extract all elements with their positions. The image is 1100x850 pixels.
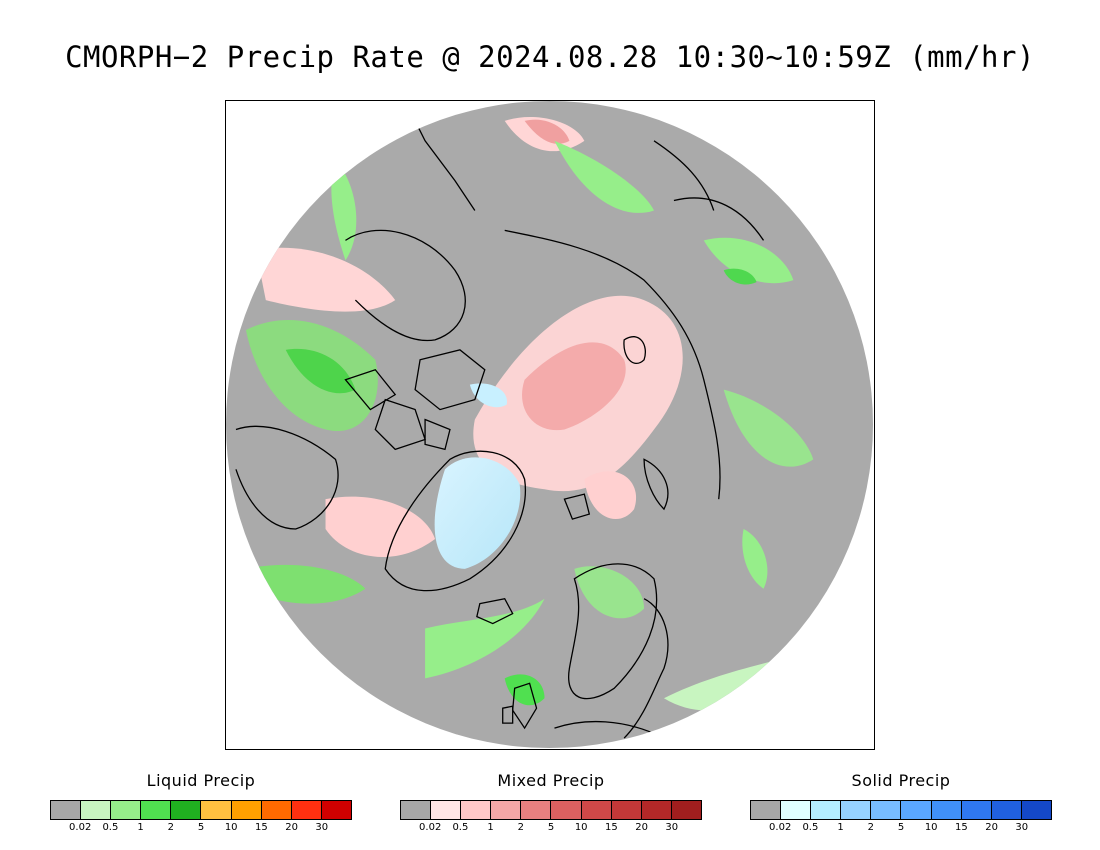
legend-swatch [51,801,82,819]
legend-tick-label: 15 [955,822,968,833]
legend-swatch [641,801,672,819]
legend-swatch [201,801,232,819]
legend-swatch [991,801,1022,819]
legend-swatch [551,801,582,819]
precip-layer [245,117,814,711]
legend-title: Liquid Precip [146,771,256,790]
legend-tick-label: 20 [285,822,298,833]
scandinavia-coast [568,563,658,700]
legend-swatch [811,801,842,819]
legend-tick-labels: 0.02 0.5 1 2 5 10 15 20 30 [50,820,352,834]
legend-tick-label: 5 [197,822,205,833]
legend-tick-label: 20 [635,822,648,833]
legend-liquid-precip: Liquid Precip 0.02 0.5 1 2 5 10 15 20 30 [50,770,352,834]
iceland-coast [476,597,514,625]
legend-tick-label: 15 [605,822,618,833]
legend-tick-label: 0.5 [802,822,819,833]
legend-tick-label: 30 [1015,822,1029,833]
legend-tick-label: 0.02 [769,822,792,833]
siberia-coast [504,229,721,500]
legend-swatch [231,801,262,819]
legend-swatch [321,801,351,819]
legend-tick-label: 0.02 [419,822,442,833]
chart-title: CMORPH−2 Precip Rate @ 2024.08.28 10:30∼… [65,40,1035,74]
legend-tick-label: 5 [897,822,905,833]
legend-swatch [751,801,782,819]
legend-swatch [671,801,701,819]
legend-swatch [81,801,112,819]
legend-swatch [961,801,992,819]
legend-title: Solid Precip [851,771,951,790]
legend-tick-label: 30 [315,822,329,833]
legend-tick-label: 1 [487,822,494,833]
legend-swatch [901,801,932,819]
legend-tick-label: 5 [547,822,555,833]
legend-swatch [171,801,202,819]
legend-tick-label: 30 [665,822,679,833]
legend-swatch [581,801,612,819]
legend-title: Mixed Precip [497,771,605,790]
legend-solid-precip: Solid Precip 0.02 0.5 1 2 5 10 15 20 30 [750,770,1052,834]
legend-tick-label: 2 [867,822,874,833]
legend-swatch [871,801,902,819]
polar-map [226,101,873,748]
legend-color-bar [50,800,352,820]
legend-color-bar [400,800,702,820]
legend-swatch [461,801,492,819]
legend-color-bar [750,800,1052,820]
legend-swatch [141,801,172,819]
legend-swatch [291,801,322,819]
legend-swatch [431,801,462,819]
legend-swatch [491,801,522,819]
legend-swatch [841,801,872,819]
legend-tick-label: 1 [137,822,144,833]
map-frame [225,100,875,750]
legend-swatch [261,801,292,819]
legend-tick-label: 1 [837,822,844,833]
legend-tick-label: 0.5 [102,822,119,833]
legend-tick-label: 20 [985,822,998,833]
legend-tick-label: 0.5 [452,822,469,833]
legend-tick-label: 10 [574,822,588,833]
legend-tick-label: 2 [517,822,524,833]
legend-swatch [521,801,552,819]
coastlines [235,101,765,739]
legend-tick-labels: 0.02 0.5 1 2 5 10 15 20 30 [400,820,702,834]
alaska-coast [345,229,466,342]
legend-tick-label: 15 [255,822,268,833]
legend-tick-label: 10 [224,822,238,833]
canadian-archipelago-coast [414,349,486,411]
legend-tick-labels: 0.02 0.5 1 2 5 10 15 20 30 [750,820,1052,834]
legend-swatch [401,801,432,819]
legend-swatch [781,801,812,819]
legend-mixed-precip: Mixed Precip 0.02 0.5 1 2 5 10 15 20 30 [400,770,702,834]
legend-swatch [931,801,962,819]
legend-swatch [611,801,642,819]
legend-tick-label: 2 [167,822,174,833]
legend-swatch [1021,801,1051,819]
legend-tick-label: 10 [924,822,938,833]
legend-tick-label: 0.02 [69,822,92,833]
greenland-coast [384,450,526,592]
legend-swatch [111,801,142,819]
